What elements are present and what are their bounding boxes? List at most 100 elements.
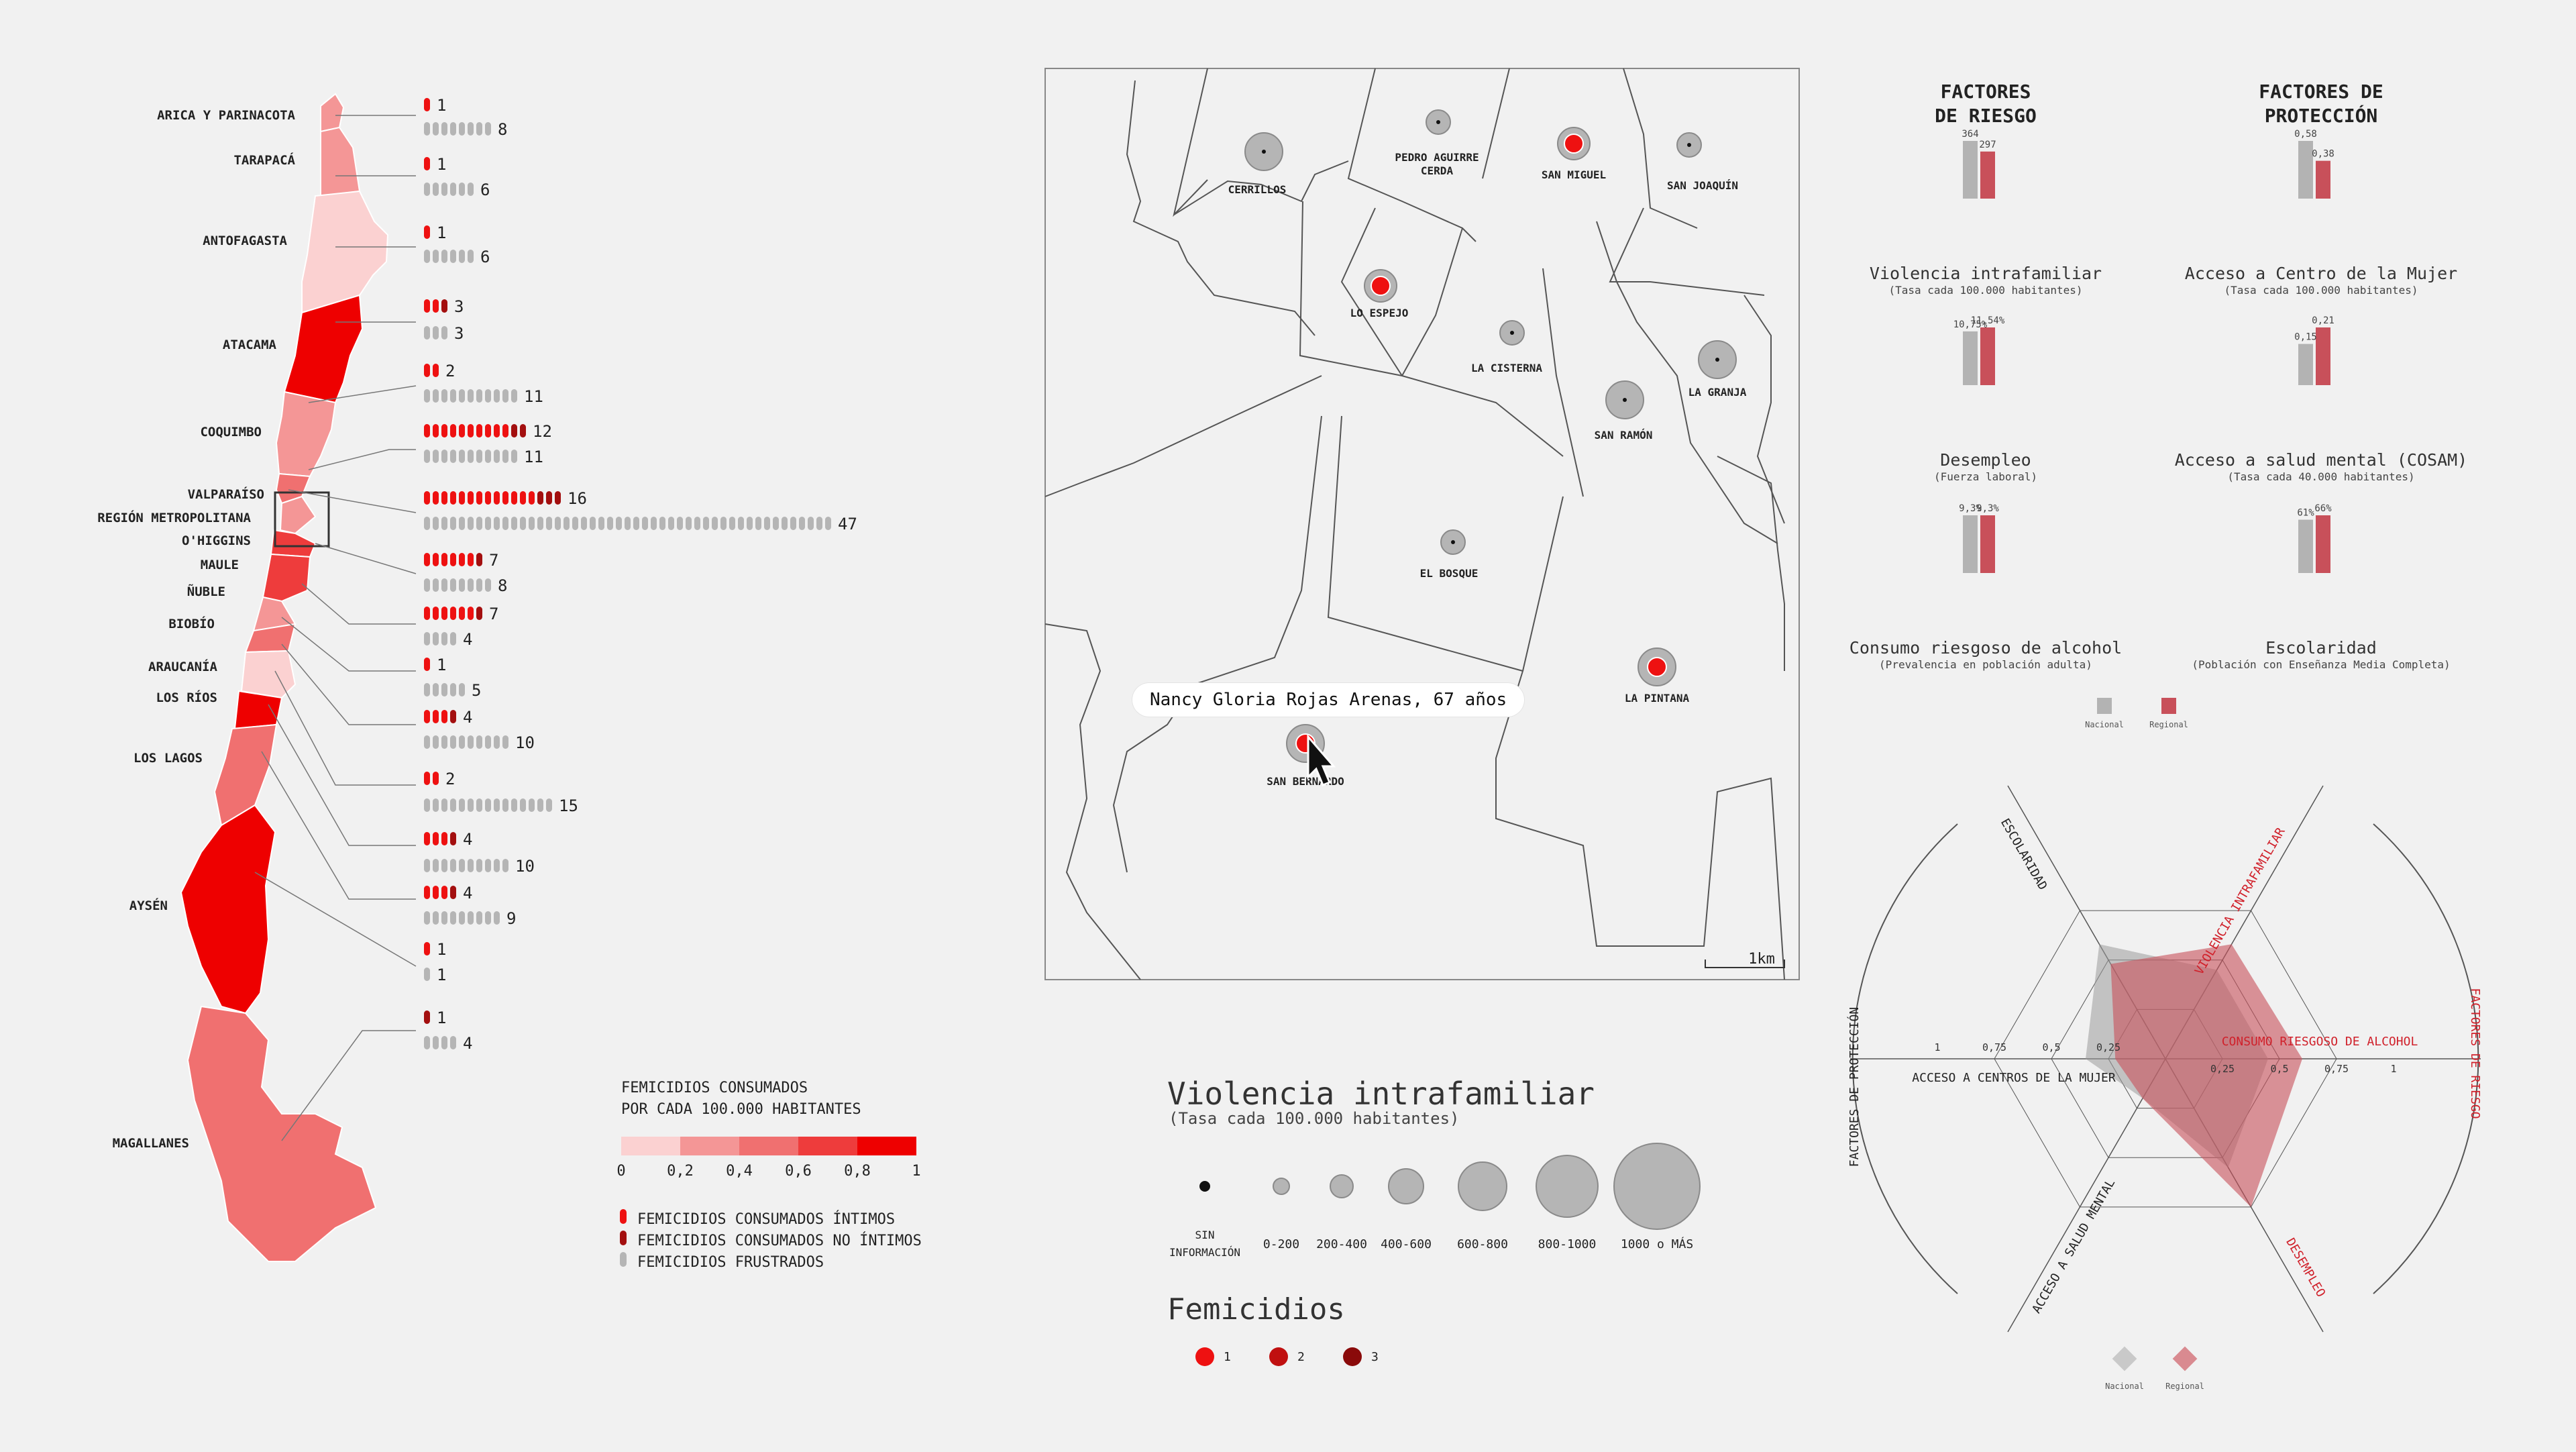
region-arica[interactable]: [320, 93, 345, 133]
factor-title: Acceso a Centro de la Mujer: [2185, 264, 2457, 283]
region-antofagasta[interactable]: [301, 190, 389, 314]
comuna-label: SAN MIGUEL: [1542, 168, 1606, 181]
bar-label-regional: 0,21: [2312, 315, 2334, 326]
no-intimos-label: FEMICIDIOS CONSUMADOS NO ÍNTIMOS: [637, 1232, 922, 1249]
fem-legend-dot: [1343, 1347, 1362, 1366]
region-tarapaca[interactable]: [320, 126, 361, 197]
frustrado-dot: [450, 632, 456, 645]
radar-tick: 1: [1934, 1041, 1940, 1053]
region-magallanes[interactable]: [186, 1005, 377, 1262]
intimos-label: FEMICIDIOS CONSUMADOS ÍNTIMOS: [637, 1210, 895, 1228]
region-ohiggins[interactable]: [270, 529, 317, 558]
intimo-dot: [433, 886, 439, 899]
comuna-femicide-dot[interactable]: [1564, 134, 1584, 154]
no-intimo-dot: [555, 491, 561, 505]
frustrado-dot: [468, 183, 474, 196]
frustrado-dot: [459, 183, 465, 196]
intimo-dot: [485, 491, 491, 505]
frustrado-dot: [433, 122, 439, 136]
frustrado-dot: [441, 683, 447, 696]
rate-scale-step: [739, 1137, 798, 1155]
vif-legend-label: 800-1000: [1538, 1237, 1597, 1251]
consumados-count: 1: [437, 940, 446, 959]
frustrado-dot: [441, 1036, 447, 1049]
comunas-map-frame: [1044, 68, 1800, 980]
frustrado-dot: [755, 517, 761, 530]
intimo-dot: [485, 424, 491, 437]
frustrado-dot: [450, 735, 456, 749]
consumados-count: 3: [454, 297, 464, 316]
vif-legend-circle: [1536, 1155, 1599, 1218]
frustrado-dot: [790, 517, 796, 530]
radar-label-desempleo: DESEMPLEO: [2283, 1236, 2328, 1300]
intimo-dot: [450, 607, 456, 620]
region-coquimbo[interactable]: [275, 391, 337, 478]
bar-label-regional: 11,54%: [1971, 315, 2005, 326]
proteccion-title-1: FACTORES DE: [2259, 81, 2383, 103]
frustrado-dot: [441, 798, 447, 812]
frustrado-dot: [694, 517, 700, 530]
frustrado-dot: [468, 389, 474, 403]
vif-size-scale: SIN INFORMACIÓN 0-200 200-400 400-600 600-800…: [1169, 1143, 1701, 1259]
frustrado-dot: [424, 517, 430, 530]
region-aysen[interactable]: [180, 804, 276, 1015]
frustrado-dot: [502, 735, 508, 749]
region-losrios[interactable]: [233, 690, 283, 730]
scale-bar-label: 1km: [1748, 951, 1775, 968]
leader-lines: [254, 115, 417, 1141]
frustrado-dot: [450, 578, 456, 592]
vif-legend-label: 200-400: [1316, 1237, 1367, 1251]
frustrado-dot: [450, 389, 456, 403]
frustrado-dot: [468, 735, 474, 749]
frustrado-dot: [537, 798, 543, 812]
intimo-dot: [424, 364, 430, 377]
region-atacama[interactable]: [283, 294, 364, 404]
vif-legend-label: 400-600: [1381, 1237, 1432, 1251]
bar-label-nacional: 61%: [2297, 508, 2314, 519]
frustrado-dot: [555, 517, 561, 530]
frustrado-dot: [590, 517, 596, 530]
comuna-femicide-dot[interactable]: [1371, 276, 1391, 296]
intimo-dot: [459, 491, 465, 505]
comuna-label: LA GRANJA: [1688, 386, 1747, 399]
type-legend: FEMICIDIOS CONSUMADOS ÍNTIMOS FEMICIDIOS…: [620, 1209, 922, 1271]
frustrados-count: 1: [437, 966, 446, 984]
frustrado-dot: [485, 389, 491, 403]
comunas-borders: [1044, 68, 1785, 980]
radar-chart: 0,25 0,25 0,5 0,5 0,75 0,75 1 1 ESCOLARIDAD VIOLE…: [1847, 785, 2482, 1391]
radar-side-proteccion: FACTORES DE PROTECCIÓN: [1847, 1007, 1862, 1167]
comuna-center-dot: [1687, 143, 1691, 147]
factor-title: Consumo riesgoso de alcohol: [1849, 638, 2122, 658]
vif-legend-title: Violencia intrafamiliar: [1167, 1076, 1595, 1112]
comuna-label: CERRILLOS: [1228, 183, 1287, 196]
intimo-dot: [529, 491, 535, 505]
factor-subtitle: (Tasa cada 100.000 habitantes): [1889, 284, 2083, 297]
frustrado-dot: [607, 517, 613, 530]
frustrado-dot: [441, 183, 447, 196]
vif-legend-label: SIN: [1195, 1229, 1215, 1241]
frustrado-dot: [459, 911, 465, 925]
frustrado-dot: [485, 798, 491, 812]
frustrado-dot: [441, 632, 447, 645]
no-intimo-dot: [546, 491, 552, 505]
region-metropolitana[interactable]: [279, 495, 317, 535]
factor-title: Acceso a salud mental (COSAM): [2175, 450, 2468, 470]
intimo-dot: [459, 607, 465, 620]
radar-label-alcohol: CONSUMO RIESGOSO DE ALCOHOL: [2222, 1035, 2418, 1049]
region-biobio[interactable]: [244, 623, 297, 654]
intimo-dot: [441, 424, 447, 437]
factor-subtitle: (Fuerza laboral): [1934, 470, 2037, 483]
label-atacama: ATACAMA: [223, 338, 277, 352]
rate-scale-step: [857, 1137, 916, 1155]
no-intimo-dot: [476, 553, 482, 566]
bar-label-regional: 66%: [2314, 503, 2332, 514]
frustrado-dot: [433, 326, 439, 340]
frustrado-dot: [529, 798, 535, 812]
region-maule[interactable]: [262, 553, 311, 603]
intimo-dot: [424, 772, 430, 785]
comuna-femicide-dot[interactable]: [1647, 657, 1667, 677]
region-araucania[interactable]: [240, 650, 297, 699]
frustrado-dot: [642, 517, 648, 530]
frustrado-dot: [668, 517, 674, 530]
